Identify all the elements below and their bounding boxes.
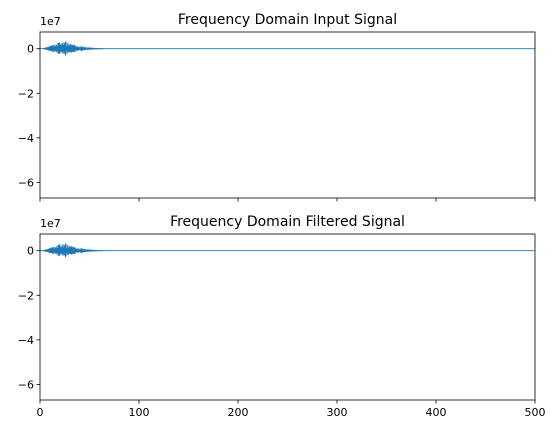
x-tick-label: 100: [129, 406, 150, 419]
x-tick-label: 500: [525, 406, 546, 419]
subplot-input-frame: [39, 31, 536, 199]
signal-burst: [41, 243, 140, 258]
x-tick-label: 300: [327, 406, 348, 419]
y-tick-label: −4: [18, 334, 34, 347]
subplot-input-title: Frequency Domain Input Signal: [178, 12, 397, 28]
subplot-filtered-title: Frequency Domain Filtered Signal: [170, 214, 405, 230]
x-tick-label: 400: [426, 406, 447, 419]
x-tick-label: 0: [37, 406, 44, 419]
signal-burst: [41, 41, 140, 56]
subplot-filtered-frame: [39, 233, 536, 401]
subplot-input-signal: [40, 41, 535, 56]
y-tick-label: −6: [18, 378, 34, 391]
subplot-filtered: Frequency Domain Filtered Signal 1e7 −6−…: [18, 214, 546, 419]
subplot-filtered-y-offset: 1e7: [40, 217, 61, 230]
x-tick-label: 200: [228, 406, 249, 419]
subplot-filtered-ticks: −6 −4 −2 0 0 100 200 300 400 500: [18, 245, 546, 419]
y-tick-label: −6: [18, 176, 34, 189]
subplot-filtered-signal: [40, 243, 535, 258]
subplot-input: Frequency Domain Input Signal 1e7 −6 −4 −2…: [18, 12, 536, 202]
y-tick-label: 0: [27, 43, 34, 56]
y-tick-label: −2: [18, 87, 34, 100]
subplot-input-y-offset: 1e7: [40, 15, 61, 28]
y-tick-label: 0: [27, 245, 34, 258]
subplot-input-ticks: −6 −4 −2 0: [18, 43, 536, 202]
y-tick-label: −4: [18, 132, 34, 145]
y-tick-label: −2: [18, 289, 34, 302]
